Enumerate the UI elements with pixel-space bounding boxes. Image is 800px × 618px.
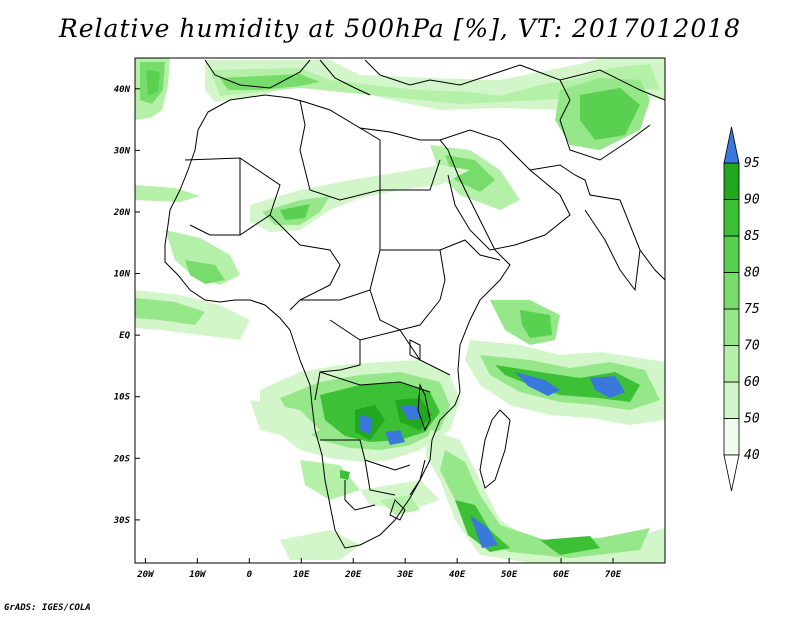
lon-tick-label: 30E (396, 570, 414, 580)
lat-tick-label: 30N (113, 146, 131, 156)
colorbar-level-label: 85 (744, 229, 760, 244)
lat-tick-label: EQ (119, 331, 130, 341)
lat-tick-label: 20N (113, 208, 131, 218)
humidity-shading (135, 58, 665, 563)
colorbar-segment (723, 162, 740, 200)
colorbar-upper-arrow (723, 126, 740, 164)
lat-tick-label: 20S (113, 454, 131, 464)
lon-tick-label: 60E (553, 570, 570, 580)
lon-tick-label: 50E (501, 570, 518, 580)
longitude-ticks: 20W 10W 0 10E 20E 30E 40E 50E 60E 70E (136, 558, 622, 580)
colorbar-lower-arrow (723, 454, 740, 492)
colorbar-level-label: 50 (744, 412, 760, 427)
colorbar-level-label: 95 (744, 156, 760, 171)
colorbar-level-label: 90 (744, 193, 760, 208)
credit-text: GrADS: IGES/COLA (4, 603, 91, 613)
latitude-ticks: 40N 30N 20N 10N EQ 10S 20S 30S (113, 85, 140, 526)
lon-tick-label: 10W (189, 570, 207, 580)
lon-tick-label: 20E (344, 570, 362, 580)
lat-tick-label: 10S (114, 393, 131, 403)
lon-tick-label: 70E (605, 570, 622, 580)
colorbar: 40 50 60 70 75 80 85 90 95 (723, 126, 760, 492)
colorbar-level-label: 70 (744, 339, 760, 354)
colorbar-segment (723, 272, 740, 310)
lon-tick-label: 20W (136, 570, 155, 580)
colorbar-segment (723, 345, 740, 383)
map-frame (134, 57, 666, 564)
colorbar-segment (723, 308, 740, 346)
lat-tick-label: 40N (114, 85, 131, 95)
lon-tick-label: 40E (449, 570, 466, 580)
colorbar-segment (723, 199, 740, 237)
colorbar-level-label: 80 (744, 266, 760, 281)
colorbar-segment (723, 418, 740, 456)
lon-tick-label: 0 (247, 570, 253, 580)
colorbar-level-label: 60 (744, 375, 760, 390)
colorbar-level-label: 75 (744, 302, 760, 317)
lon-tick-label: 10E (293, 570, 310, 580)
lat-tick-label: 30S (113, 516, 131, 526)
colorbar-segment (723, 235, 740, 273)
map-title: Relative humidity at 500hPa [%], VT: 201… (58, 14, 742, 43)
colorbar-segment (723, 381, 740, 419)
lat-tick-label: 10N (114, 270, 131, 280)
colorbar-level-label: 40 (744, 448, 760, 463)
coastlines (164, 59, 665, 549)
